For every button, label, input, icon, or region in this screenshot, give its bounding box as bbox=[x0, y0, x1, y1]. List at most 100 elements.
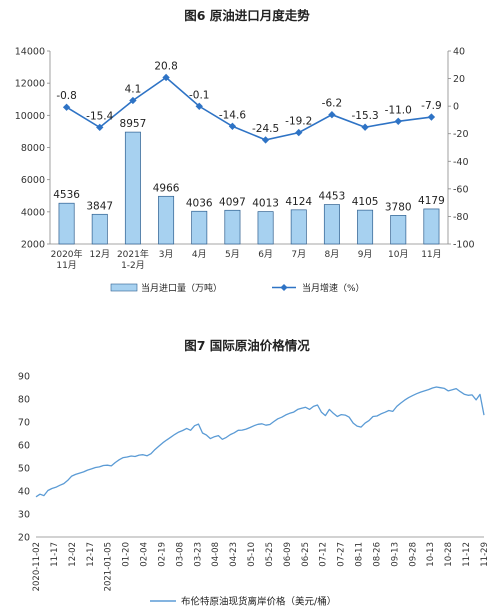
bar-value-label: 4966 bbox=[153, 182, 180, 194]
chart1-left-tick-label: 8000 bbox=[21, 143, 45, 154]
bar bbox=[124, 131, 141, 245]
chart1-x-tick-line: 2020年 bbox=[51, 248, 83, 260]
chart1-right-tick-label: -100 bbox=[453, 240, 475, 251]
chart2-y-tick-label: 90 bbox=[18, 372, 30, 383]
chart1-x-tick-line: 10月 bbox=[388, 249, 408, 260]
chart2-y-tick-label: 60 bbox=[18, 441, 30, 452]
growth-point bbox=[129, 96, 137, 105]
chart2-x-tick-label: 01-20 bbox=[122, 542, 132, 567]
chart1-left-tick-label: 6000 bbox=[21, 175, 45, 186]
growth-point bbox=[361, 123, 369, 131]
chart2-x-tick-label: 03-08 bbox=[175, 542, 185, 567]
chart1-legend: 当月进口量（万吨） 当月增速（%） bbox=[110, 282, 365, 294]
chart1-left-tick-label: 10000 bbox=[15, 111, 45, 122]
growth-value-label: -11.0 bbox=[385, 104, 412, 116]
chart2-title: 图7 国际原油价格情况 bbox=[184, 338, 310, 353]
bar-value-label: 4536 bbox=[53, 189, 80, 201]
chart1-x-tick-label: 3月 bbox=[159, 249, 174, 260]
chart1-left-tick-label: 12000 bbox=[15, 79, 45, 90]
chart2-x-tick-label: 08-11 bbox=[355, 542, 365, 567]
chart1-x-tick-line: 11月 bbox=[56, 260, 76, 271]
bar-value-label: 3847 bbox=[86, 200, 113, 212]
bar bbox=[224, 209, 241, 245]
chart1-x-tick-line: 2021年 bbox=[117, 248, 149, 260]
chart1-right-tick-label: 40 bbox=[453, 47, 465, 58]
bar bbox=[423, 208, 440, 245]
chart2-x-tick-label: 11-17 bbox=[50, 542, 60, 567]
legend-price-label: 布伦特原油现货离岸价格（美元/桶） bbox=[181, 596, 336, 608]
chart2-x-ticks: 2020-11-02 11-17 12-02 12-17 2021-01-05 01-20… bbox=[32, 542, 490, 591]
bar bbox=[191, 210, 208, 245]
chart2-x-tick-label: 06-09 bbox=[283, 542, 293, 567]
chart1-x-tick-label: 11月 bbox=[421, 249, 441, 260]
chart1-right-tick-label: -60 bbox=[453, 184, 469, 195]
bar-value-label: 4013 bbox=[252, 198, 279, 210]
chart1-right-tick-label: -80 bbox=[453, 212, 469, 223]
bar-value-label: 8957 bbox=[120, 118, 147, 130]
bar bbox=[357, 209, 374, 245]
growth-point bbox=[228, 122, 237, 130]
chart1-x-tick-label: 4月 bbox=[192, 249, 207, 260]
legend-line-marker bbox=[280, 283, 288, 292]
chart1-x-tick-line: 11月 bbox=[421, 249, 441, 260]
chart2-x-tick-label: 10-13 bbox=[426, 542, 436, 567]
chart1-x-tick-line: 1-2月 bbox=[121, 260, 145, 271]
chart2-x-tick-label: 09-13 bbox=[390, 542, 400, 567]
growth-value-label: -14.6 bbox=[219, 109, 246, 121]
growth-value-label: -15.3 bbox=[351, 110, 378, 122]
chart1-growth-line bbox=[62, 73, 436, 144]
chart2-x-tick-label: 11-12 bbox=[462, 542, 472, 567]
chart2-x-tick-label: 2021-01-05 bbox=[104, 542, 114, 591]
chart1-left-tick-label: 14000 bbox=[15, 47, 45, 58]
legend-line-label: 当月增速（%） bbox=[302, 282, 365, 294]
chart1-x-tick-line: 12月 bbox=[90, 249, 110, 260]
bar-value-label: 4179 bbox=[418, 195, 445, 207]
bar-value-label: 3780 bbox=[385, 201, 412, 213]
chart1-right-tick-label: 20 bbox=[453, 74, 465, 85]
bar-value-label: 4124 bbox=[285, 196, 312, 208]
chart1-right-tick-label: -20 bbox=[453, 129, 469, 140]
chart2-y-tick-label: 70 bbox=[18, 418, 30, 429]
chart2-y-tick-label: 80 bbox=[18, 395, 30, 406]
bar-value-label: 4097 bbox=[219, 196, 246, 208]
growth-line-path bbox=[66, 76, 432, 141]
chart2-x-tick-label: 04-08 bbox=[211, 542, 221, 567]
chart1-x-tick-label: 2021年 1-2月 bbox=[117, 248, 149, 271]
chart1-x-tick-line: 6月 bbox=[258, 249, 273, 260]
bar bbox=[257, 211, 274, 245]
growth-value-label: -6.2 bbox=[322, 98, 343, 110]
chart1-axes: 2000 4000 6000 8000 10000 12000 14000 -100 -80 -6… bbox=[15, 47, 475, 251]
chart1-x-tick-label: 7月 bbox=[291, 249, 306, 260]
growth-value-label: -0.8 bbox=[56, 90, 77, 102]
chart2-x-tick-label: 09-28 bbox=[408, 542, 418, 567]
chart2-x-tick-label: 05-25 bbox=[265, 542, 275, 567]
chart2-x-tick-label: 03-23 bbox=[193, 542, 203, 567]
chart2-x-tick-label: 06-25 bbox=[301, 542, 311, 567]
chart2-axes: 20 30 40 50 60 70 80 90 bbox=[18, 372, 484, 544]
bar bbox=[323, 204, 340, 245]
chart2-x-tick-label: 12-02 bbox=[68, 542, 78, 567]
bar-value-label: 4453 bbox=[319, 191, 346, 203]
growth-value-label: -0.1 bbox=[189, 89, 210, 101]
chart1-x-tick-label: 5月 bbox=[225, 249, 240, 260]
legend-bar-label: 当月进口量（万吨） bbox=[141, 282, 222, 294]
chart2-x-tick-label: 11-29 bbox=[480, 542, 490, 567]
chart1-x-tick-label: 12月 bbox=[90, 249, 110, 260]
growth-point bbox=[195, 102, 203, 110]
chart1-x-tick-line: 5月 bbox=[225, 249, 240, 260]
chart2-x-tick-label: 2020-11-02 bbox=[32, 542, 42, 591]
bar bbox=[390, 215, 407, 245]
bar-value-label: 4105 bbox=[352, 196, 379, 208]
chart1-left-tick-label: 2000 bbox=[21, 240, 45, 251]
chart2-x-tick-label: 04-23 bbox=[229, 542, 239, 567]
growth-value-label: -19.2 bbox=[285, 116, 312, 128]
chart1-growth-labels: -0.8-15.44.120.8-0.1-14.6-24.5-19.2-6.2-… bbox=[56, 60, 441, 134]
chart1-x-tick-line: 7月 bbox=[291, 249, 306, 260]
chart2-x-tick-label: 12-17 bbox=[86, 542, 96, 567]
legend-bar-swatch bbox=[110, 283, 138, 292]
chart1-left-tick-label: 4000 bbox=[21, 207, 45, 218]
growth-point bbox=[295, 128, 303, 137]
growth-value-label: 20.8 bbox=[154, 60, 177, 72]
chart2-x-tick-label: 02-04 bbox=[140, 542, 150, 567]
chart1-x-tick-label: 8月 bbox=[325, 249, 340, 260]
